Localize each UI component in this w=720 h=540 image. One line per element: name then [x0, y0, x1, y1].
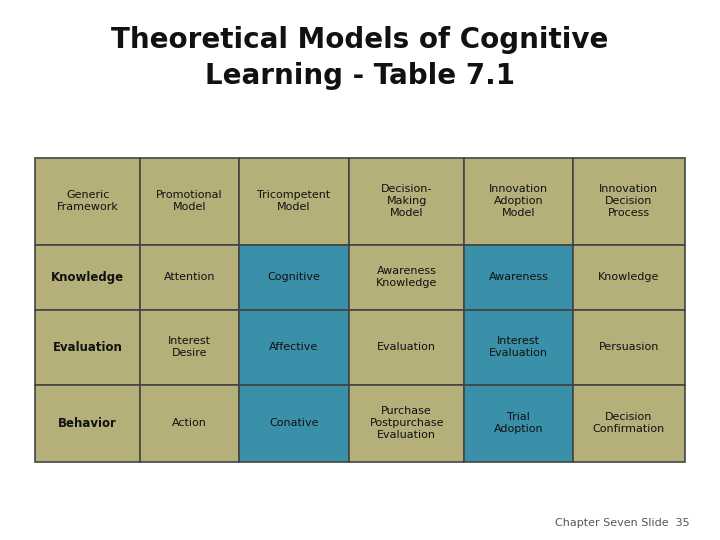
Bar	[572, 245, 685, 310]
Bar	[349, 385, 464, 462]
Bar	[464, 385, 572, 462]
Text: Action: Action	[172, 418, 207, 429]
Text: Cognitive: Cognitive	[267, 273, 320, 282]
Bar	[35, 310, 140, 385]
Text: Conative: Conative	[269, 418, 318, 429]
Text: Knowledge: Knowledge	[598, 273, 660, 282]
Bar	[238, 158, 349, 245]
Text: Innovation
Adoption
Model: Innovation Adoption Model	[489, 185, 548, 219]
Bar	[140, 245, 238, 310]
Bar	[572, 158, 685, 245]
Bar	[35, 158, 140, 245]
Bar	[572, 310, 685, 385]
Text: Evaluation: Evaluation	[53, 341, 122, 354]
Text: Behavior: Behavior	[58, 417, 117, 430]
Bar	[464, 310, 572, 385]
Text: Interest
Evaluation: Interest Evaluation	[489, 336, 548, 359]
Bar	[238, 245, 349, 310]
Bar	[238, 310, 349, 385]
Text: Awareness
Knowledge: Awareness Knowledge	[376, 267, 437, 288]
Text: Theoretical Models of Cognitive
Learning - Table 7.1: Theoretical Models of Cognitive Learning…	[112, 25, 608, 90]
Bar	[140, 385, 238, 462]
Bar	[140, 158, 238, 245]
Text: Persuasion: Persuasion	[598, 342, 659, 353]
Bar	[35, 245, 140, 310]
Text: Awareness: Awareness	[488, 273, 549, 282]
Bar	[140, 310, 238, 385]
Bar	[238, 385, 349, 462]
Text: Innovation
Decision
Process: Innovation Decision Process	[599, 185, 658, 219]
Text: Attention: Attention	[163, 273, 215, 282]
Text: Chapter Seven Slide  35: Chapter Seven Slide 35	[555, 518, 690, 528]
Text: Decision
Confirmation: Decision Confirmation	[593, 413, 665, 435]
Text: Decision-
Making
Model: Decision- Making Model	[381, 185, 432, 219]
Text: Tricompetent
Model: Tricompetent Model	[257, 191, 330, 213]
Bar	[349, 158, 464, 245]
Text: Purchase
Postpurchase
Evaluation: Purchase Postpurchase Evaluation	[369, 407, 444, 441]
Text: Trial
Adoption: Trial Adoption	[494, 413, 543, 435]
Bar	[35, 385, 140, 462]
Bar	[349, 245, 464, 310]
Text: Affective: Affective	[269, 342, 318, 353]
Text: Evaluation: Evaluation	[377, 342, 436, 353]
Bar	[572, 385, 685, 462]
Text: Generic
Framework: Generic Framework	[57, 191, 119, 213]
Text: Interest
Desire: Interest Desire	[168, 336, 211, 359]
Text: Promotional
Model: Promotional Model	[156, 191, 222, 213]
Bar	[349, 310, 464, 385]
Bar	[464, 245, 572, 310]
Text: Knowledge: Knowledge	[51, 271, 125, 284]
Bar	[464, 158, 572, 245]
